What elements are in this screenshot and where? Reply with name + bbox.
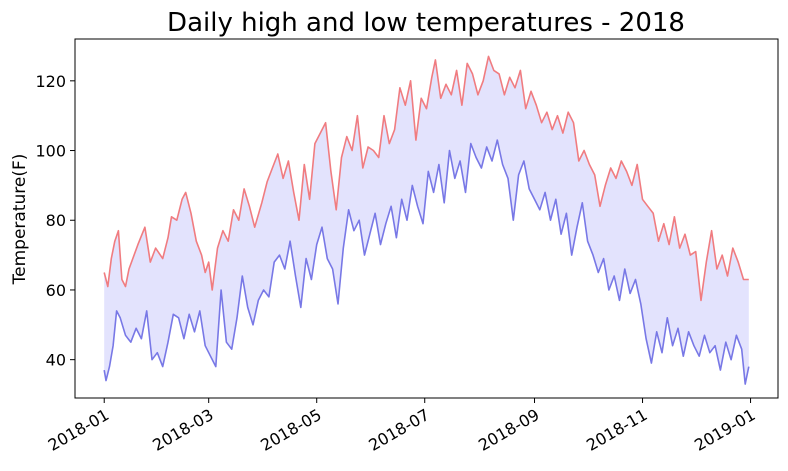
axes-frame [74,38,779,399]
y-axis-label: Temperature(F) [10,154,30,286]
x-tick-label-2018-05: 2018-05 [257,405,324,455]
x-tick-label-2018-11: 2018-11 [583,405,650,455]
y-tick-label-80: 80 [46,211,66,230]
x-tick-label-2018-07: 2018-07 [365,405,432,455]
x-tick-label-2018-03: 2018-03 [149,405,216,455]
y-tick-label-60: 60 [46,281,66,300]
y-tick-label-40: 40 [46,351,66,370]
x-tick-label-2018-09: 2018-09 [475,405,542,455]
series-line-lows [103,139,750,385]
series-line-highs [103,55,749,302]
y-tick-label-120: 120 [35,72,66,91]
x-tick-label-2019-01: 2019-01 [691,405,758,455]
y-tick-label-100: 100 [35,142,66,161]
x-tick-label-2018-01: 2018-01 [45,405,112,455]
chart-title: Daily high and low temperatures - 2018 [167,8,685,38]
plot-area [103,55,750,385]
